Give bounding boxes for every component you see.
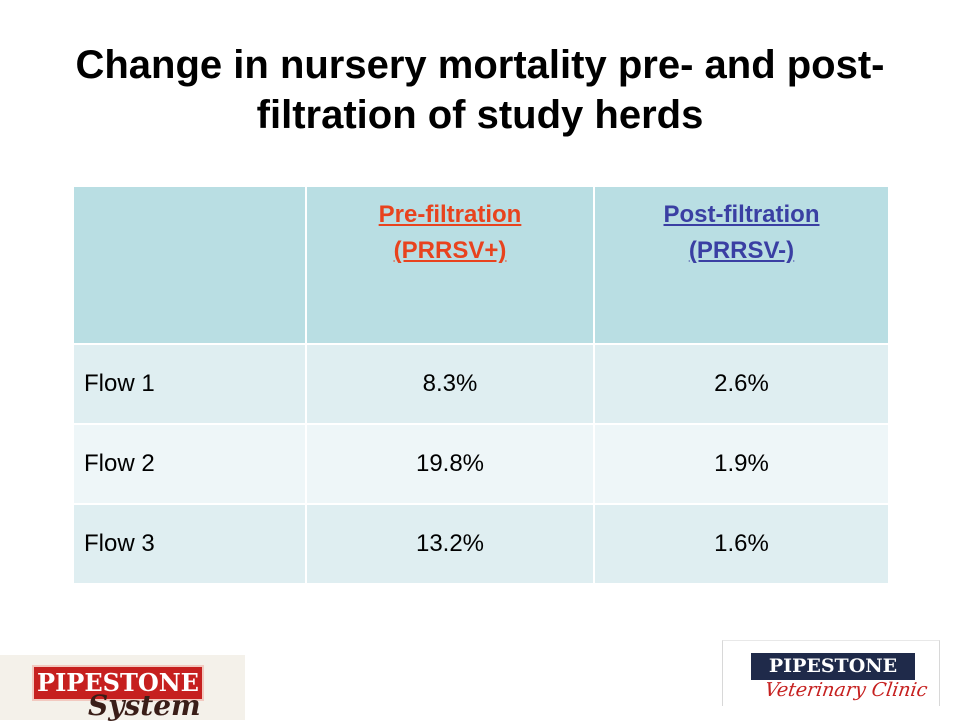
pipestone-clinic-logo-name: PIPESTONE <box>751 653 915 680</box>
table-row: Flow 1 8.3% 2.6% <box>72 343 890 425</box>
row-label: Flow 1 <box>72 343 307 425</box>
table-row: Flow 3 13.2% 1.6% <box>72 503 890 585</box>
post-filtration-status: (PRRSV-) <box>688 237 795 264</box>
pre-filtration-status: (PRRSV+) <box>393 237 507 264</box>
post-filtration-value: 1.6% <box>593 503 890 585</box>
pre-filtration-value: 13.2% <box>305 503 595 585</box>
pre-filtration-label: Pre-filtration <box>378 201 522 228</box>
slide-title: Change in nursery mortality pre- and pos… <box>30 40 930 140</box>
pre-filtration-value: 19.8% <box>305 423 595 505</box>
pipestone-system-logo: PIPESTONE System <box>0 655 245 722</box>
pipestone-system-logo-name: PIPESTONE <box>32 665 204 701</box>
post-filtration-value: 1.9% <box>593 423 890 505</box>
header-blank-cell <box>72 185 307 345</box>
slide-title-line-1: Change in nursery mortality pre- and pos… <box>75 43 885 87</box>
header-post-filtration: Post-filtration (PRRSV-) <box>593 185 890 345</box>
pre-filtration-value: 8.3% <box>305 343 595 425</box>
pipestone-clinic-logo-script: Veterinary Clinic <box>763 679 929 701</box>
row-label: Flow 3 <box>72 503 307 585</box>
row-label: Flow 2 <box>72 423 307 505</box>
table-header-row: Pre-filtration (PRRSV+) Post-filtration … <box>72 185 890 345</box>
mortality-table: Pre-filtration (PRRSV+) Post-filtration … <box>72 185 890 585</box>
pre-filtration-link[interactable]: Pre-filtration (PRRSV+) <box>379 197 522 269</box>
slide-title-line-2: filtration of study herds <box>256 93 704 137</box>
post-filtration-label: Post-filtration <box>663 201 820 228</box>
table-row: Flow 2 19.8% 1.9% <box>72 423 890 505</box>
pipestone-veterinary-clinic-logo: PIPESTONE Veterinary Clinic <box>722 640 940 706</box>
header-pre-filtration: Pre-filtration (PRRSV+) <box>305 185 595 345</box>
pipestone-system-logo-script: System <box>88 689 201 722</box>
post-filtration-value: 2.6% <box>593 343 890 425</box>
post-filtration-link[interactable]: Post-filtration (PRRSV-) <box>664 197 820 269</box>
